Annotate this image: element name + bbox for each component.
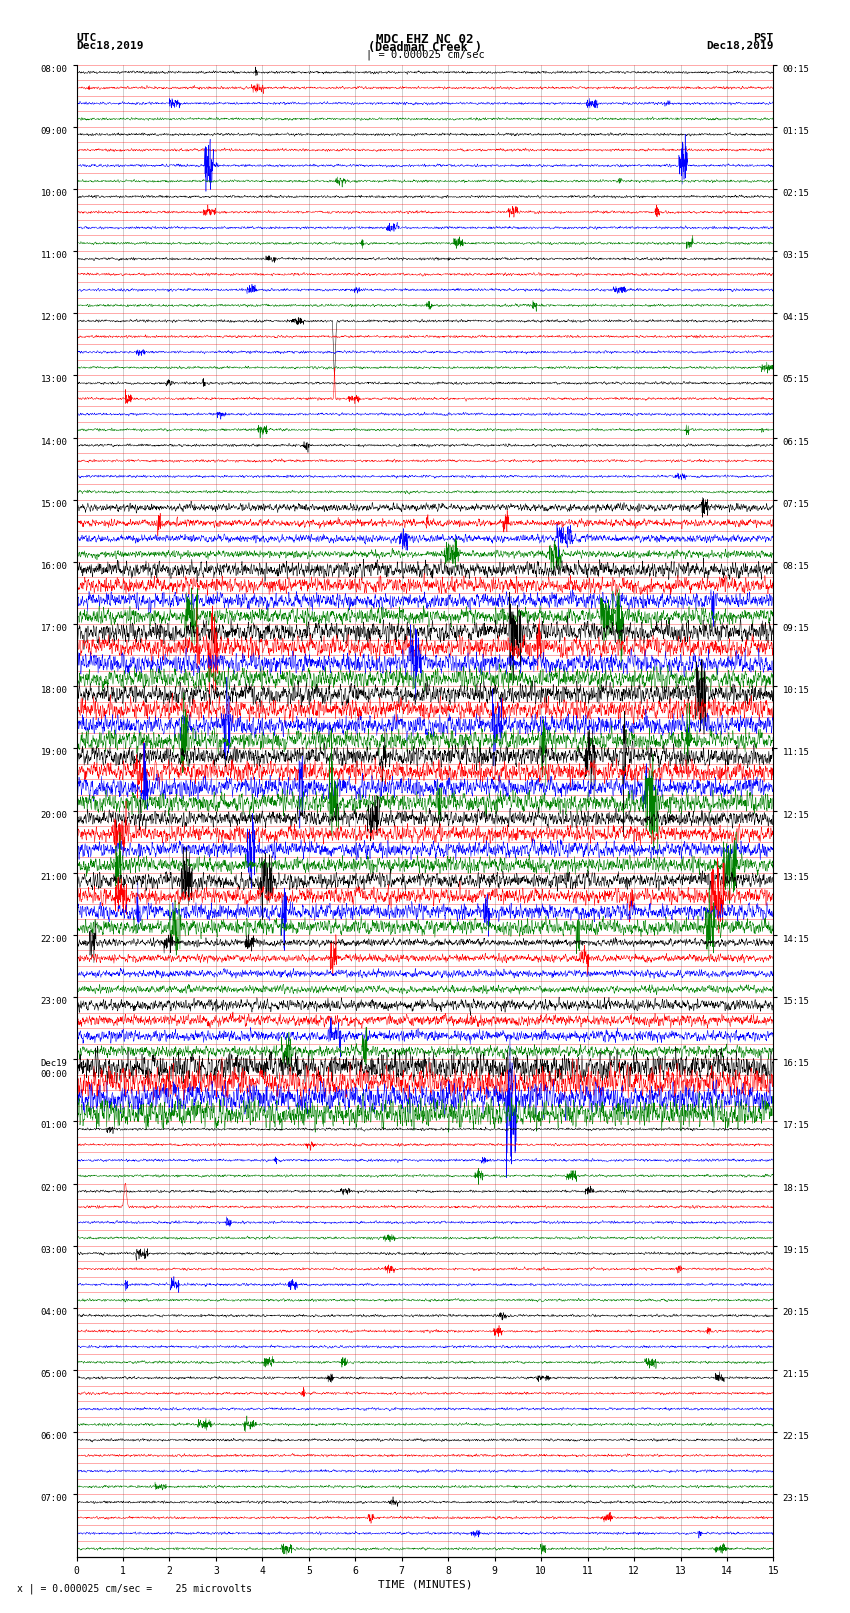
Text: Dec18,2019: Dec18,2019 xyxy=(76,40,144,52)
Text: (Deadman Creek ): (Deadman Creek ) xyxy=(368,40,482,55)
Text: PST: PST xyxy=(753,32,774,44)
Text: x | = 0.000025 cm/sec =    25 microvolts: x | = 0.000025 cm/sec = 25 microvolts xyxy=(17,1582,252,1594)
Text: Dec18,2019: Dec18,2019 xyxy=(706,40,774,52)
X-axis label: TIME (MINUTES): TIME (MINUTES) xyxy=(377,1579,473,1590)
Text: MDC EHZ NC 02: MDC EHZ NC 02 xyxy=(377,32,473,47)
Text: UTC: UTC xyxy=(76,32,97,44)
Text: | = 0.000025 cm/sec: | = 0.000025 cm/sec xyxy=(366,50,484,60)
